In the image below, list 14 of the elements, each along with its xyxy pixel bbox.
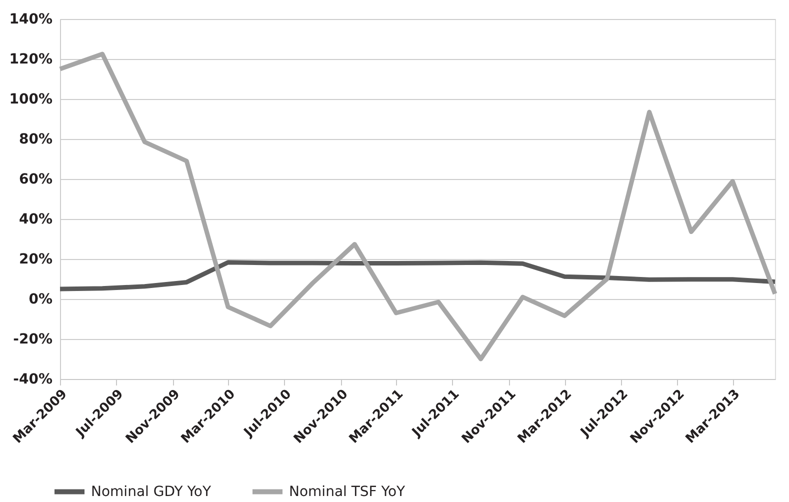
y-tick-label: 120% [9,52,52,68]
y-tick-label: -20% [13,332,52,348]
y-tick-label: 60% [18,172,52,188]
y-tick-label: 0% [28,292,52,308]
line-series [58,52,778,362]
y-tick-label: 140% [9,12,52,28]
line-series [58,260,778,292]
y-tick-label: 80% [18,132,52,148]
legend-label: Nominal TSF YoY [289,484,406,500]
y-tick-label: -40% [13,372,52,388]
y-tick-label: 100% [9,92,52,108]
y-tick-label: 40% [18,212,52,228]
legend-label: Nominal GDY YoY [91,484,212,500]
y-tick-label: 20% [18,252,52,268]
